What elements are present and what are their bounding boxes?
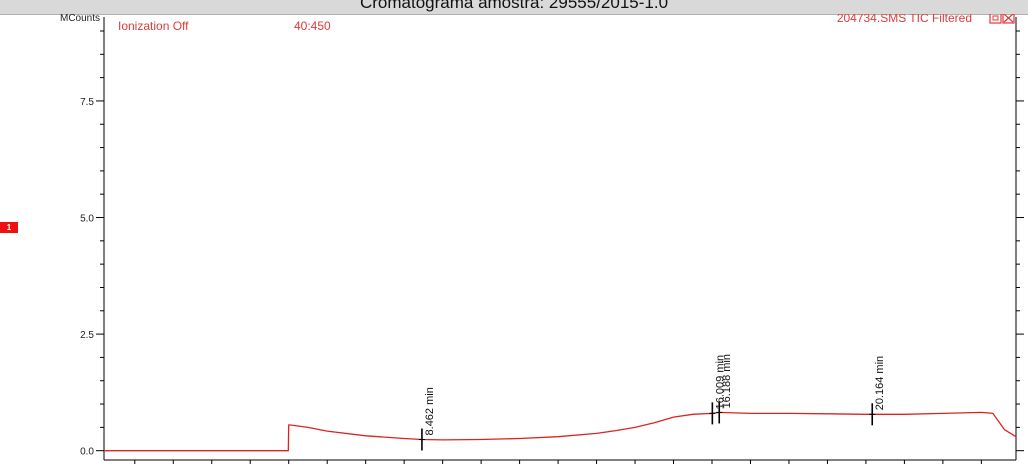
mass-range-label: 40:450 [294, 19, 331, 33]
close-x-icon [1003, 14, 1014, 23]
tic-trace-line [104, 411, 1017, 452]
y-tick-label: 2.5 [80, 330, 94, 341]
window-controls[interactable] [989, 14, 1015, 24]
ionization-label: Ionization Off [118, 19, 189, 33]
y-tick-label: 7.5 [80, 97, 94, 108]
y-axis-label: MCounts [60, 14, 100, 24]
peak-label: 20.164 min [874, 356, 886, 410]
peak-label: 16.188 min [721, 354, 733, 408]
marker-flag[interactable]: 1 [0, 222, 18, 233]
peak-label: 8.462 min [424, 387, 436, 435]
chart-title: Cromatograma amostra: 29555/2015-1.0 [359, 0, 669, 12]
restore-icon[interactable] [989, 14, 1002, 24]
close-icon[interactable] [1002, 14, 1015, 24]
y-tick-label: 5.0 [80, 214, 94, 225]
labels-layer: 0.02.55.07.5MCounts5101520minutes8.462 m… [60, 14, 1015, 464]
trace-name-label: 204734.SMS TIC Filtered [837, 14, 972, 25]
title-bar: Cromatograma amostra: 29555/2015-1.0 [0, 0, 1028, 15]
trace-layer [104, 411, 1017, 452]
y-tick-label: 0.0 [80, 447, 94, 458]
restore-inner-icon [992, 15, 999, 21]
chromatogram-chart[interactable]: 0.02.55.07.5MCounts5101520minutes8.462 m… [0, 14, 1028, 464]
peak-label: 16.009 min [714, 355, 726, 409]
axes-layer [96, 17, 1024, 464]
peak-markers-layer [418, 401, 876, 451]
